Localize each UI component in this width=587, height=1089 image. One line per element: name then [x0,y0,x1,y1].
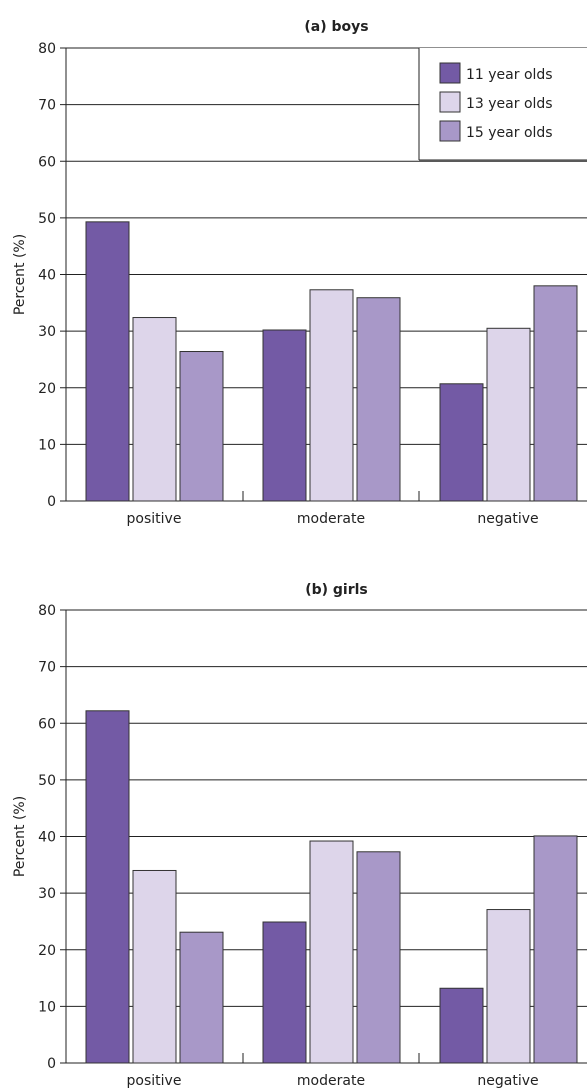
y-tick-label: 10 [38,437,56,453]
y-tick-label: 50 [38,211,56,227]
bar [439,383,484,502]
y-tick-label: 30 [38,324,56,340]
chart-panel-1: (b) girls 0 10 20 30 40 50 60 70 80 Percent (%) pos… [12,582,587,1089]
y-tick-label: 20 [38,381,56,397]
y-tick-label: 70 [38,660,56,676]
x-tick-label: positive [127,511,182,527]
y-tick-label: 70 [38,98,56,114]
y-axis-label: Percent (%) [12,234,28,315]
bar [356,297,401,502]
legend: 11 year olds 13 year olds 15 year olds [418,48,587,161]
bar [262,329,307,502]
bar [132,317,177,502]
legend-swatch [439,91,461,113]
y-tick-label: 0 [47,1056,56,1072]
y-tick-label: 0 [47,494,56,510]
bar [356,851,401,1064]
bar [439,987,484,1064]
x-tick-label: positive [127,1073,182,1089]
y-tick-label: 80 [38,41,56,57]
y-tick-label: 50 [38,773,56,789]
y-tick-label: 40 [38,830,56,846]
y-axis-label: Percent (%) [12,796,28,877]
bar [309,289,354,502]
chart-title: (b) girls [305,582,368,598]
y-tick-label: 20 [38,943,56,959]
bar [262,921,307,1064]
x-tick-label: moderate [297,511,365,527]
bar [309,840,354,1064]
y-tick-label: 80 [38,603,56,619]
chart-panel-0: (a) boys 0 10 20 30 40 50 60 70 80 Percent (%) 11 y… [12,19,587,527]
y-tick-label: 40 [38,268,56,284]
y-tick-label: 10 [38,999,56,1015]
bar [486,909,531,1064]
legend-label: 15 year olds [466,125,553,141]
bar [533,285,578,502]
y-tick-label: 60 [38,716,56,732]
bar [179,931,224,1064]
x-tick-label: moderate [297,1073,365,1089]
bar [85,221,130,502]
y-tick-label: 60 [38,154,56,170]
x-tick-label: negative [477,511,538,527]
bar [533,835,578,1064]
bar [486,327,531,502]
legend-label: 11 year olds [466,67,553,83]
legend-swatch [439,120,461,142]
bar [85,710,130,1064]
legend-swatch [439,62,461,84]
y-tick-label: 30 [38,886,56,902]
chart-title: (a) boys [304,19,368,35]
legend-label: 13 year olds [466,96,553,112]
bar [132,869,177,1064]
x-tick-label: negative [477,1073,538,1089]
bar [179,351,224,502]
